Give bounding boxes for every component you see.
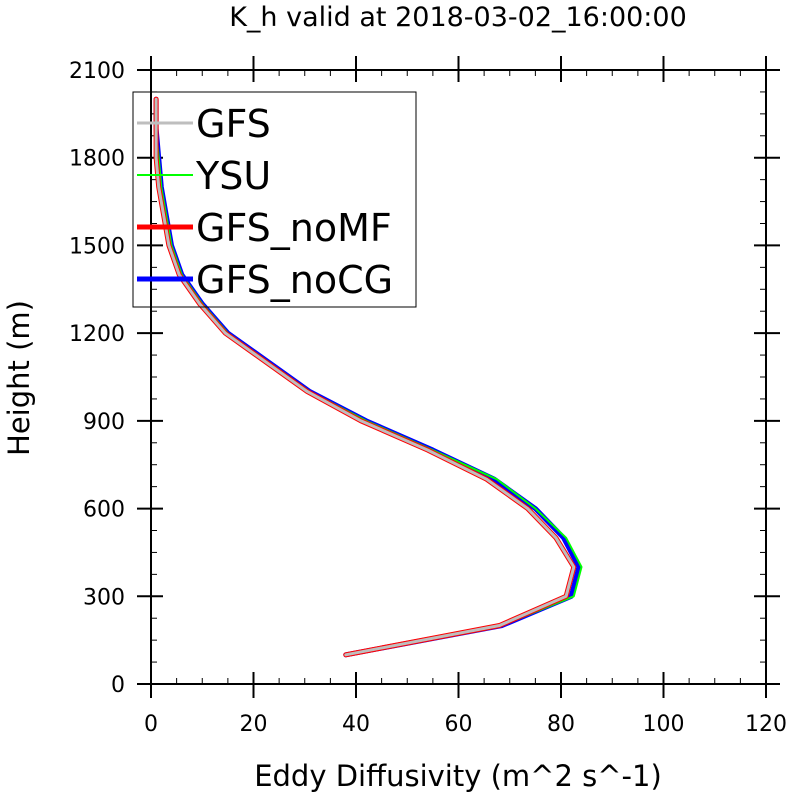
x-axis-label: Eddy Diffusivity (m^2 s^-1) [254, 759, 662, 793]
y-tick-label: 0 [111, 673, 125, 698]
x-tick-label: 120 [745, 712, 787, 737]
legend-label: GFS_noCG [196, 258, 393, 302]
x-tick-label: 20 [240, 712, 268, 737]
plot-frame [150, 69, 767, 685]
x-tick-label: 0 [144, 712, 158, 737]
chart-title: K_h valid at 2018-03-02_16:00:00 [229, 2, 687, 33]
legend-box [132, 91, 417, 308]
x-tick-label: 80 [547, 712, 575, 737]
x-tick-label: 40 [342, 712, 370, 737]
legend-label: GFS_noMF [196, 206, 392, 250]
y-tick-label: 600 [83, 498, 125, 523]
x-tick-label: 60 [445, 712, 473, 737]
legend: GFS YSU GFS_noMF GFS_noCG [132, 91, 417, 308]
y-axis-label: Height (m) [2, 300, 36, 456]
plot-series [153, 96, 583, 658]
y-tick-label: 2100 [69, 59, 125, 84]
legend-label: YSU [195, 154, 271, 198]
y-tick-label: 1500 [69, 234, 125, 259]
y-tick-label: 900 [83, 410, 125, 435]
y-tick-label: 1200 [69, 322, 125, 347]
legend-label: GFS [196, 102, 271, 146]
x-tick-label: 100 [643, 712, 685, 737]
axis-ticks: 0 20 40 60 80 100 1200300600900120015001800210… [69, 56, 787, 737]
series-line-gfs [154, 97, 576, 657]
y-tick-label: 300 [83, 585, 125, 610]
y-tick-label: 1800 [69, 147, 125, 172]
